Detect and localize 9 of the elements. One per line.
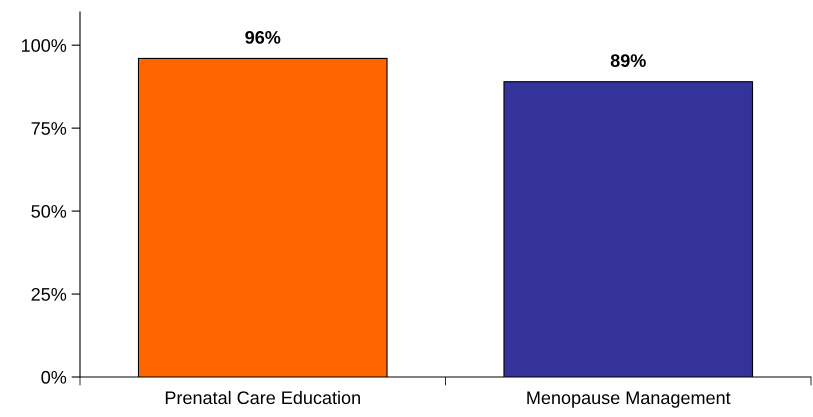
- x-tick-label: Prenatal Care Education: [166, 390, 360, 404]
- x-tick-label: Menopause Management: [527, 392, 731, 408]
- y-tick-label: 75%: [32, 122, 66, 135]
- y-tick-label: 100%: [22, 39, 66, 52]
- y-tick-label: 0%: [41, 370, 66, 384]
- y-tick-label: 25%: [32, 288, 66, 301]
- data-label: 89%: [610, 54, 646, 67]
- data-label: 96%: [245, 30, 280, 44]
- y-tick-label: 50%: [31, 205, 66, 218]
